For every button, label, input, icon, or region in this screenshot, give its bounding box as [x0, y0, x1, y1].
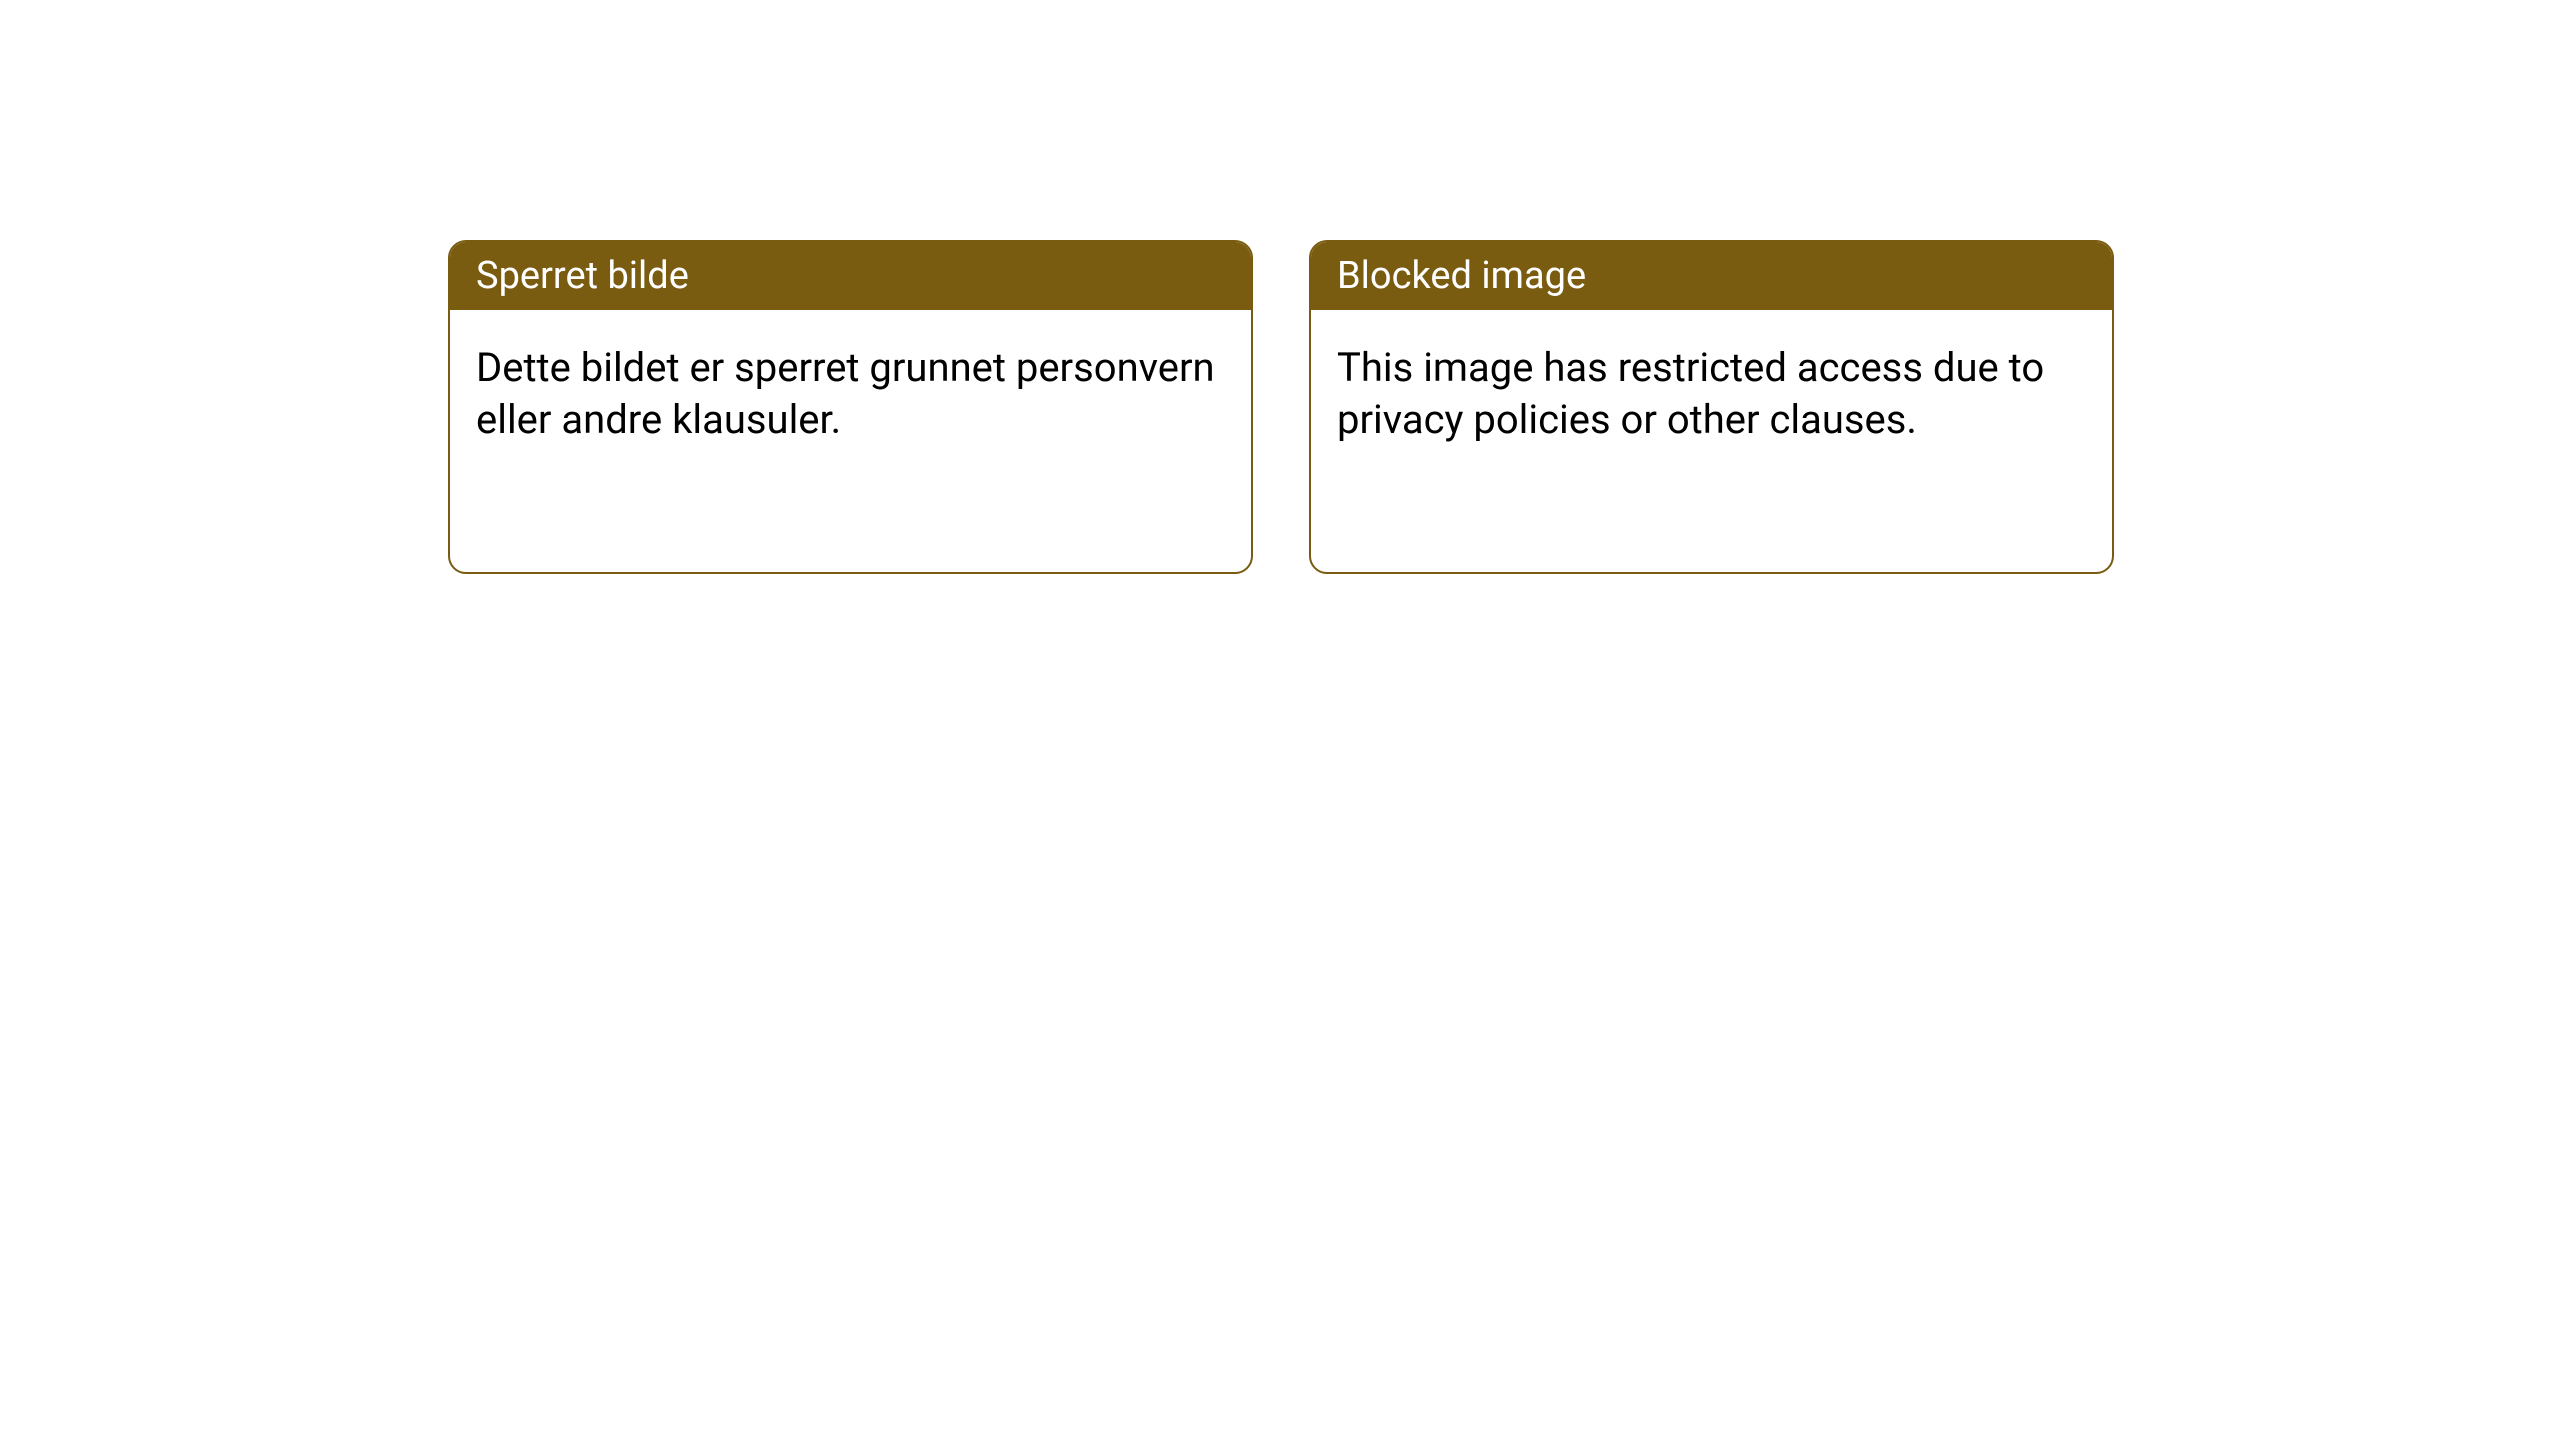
notice-header-norwegian: Sperret bilde — [450, 242, 1251, 310]
notice-body-norwegian: Dette bildet er sperret grunnet personve… — [450, 310, 1251, 478]
notice-container: Sperret bilde Dette bildet er sperret gr… — [448, 240, 2114, 574]
notice-body-english: This image has restricted access due to … — [1311, 310, 2112, 478]
notice-box-norwegian: Sperret bilde Dette bildet er sperret gr… — [448, 240, 1253, 574]
notice-header-english: Blocked image — [1311, 242, 2112, 310]
notice-box-english: Blocked image This image has restricted … — [1309, 240, 2114, 574]
